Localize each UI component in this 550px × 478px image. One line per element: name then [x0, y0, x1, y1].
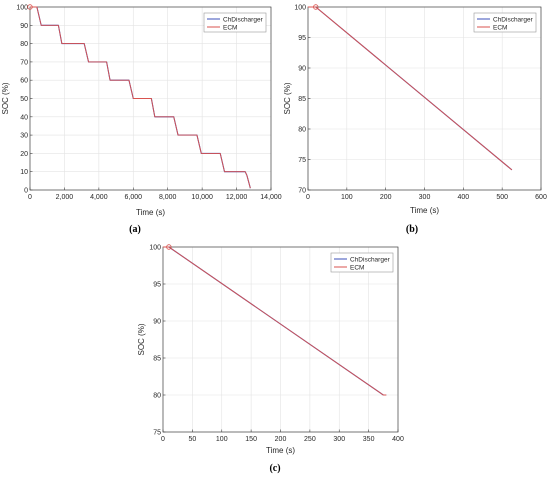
y-tick-label: 100 [16, 5, 28, 12]
start-marker [166, 244, 172, 250]
chart-panel-0: 0 2,000 4,000 6,000 8,000 10,000 12,000 14,000 0… [1, 4, 282, 235]
x-tick-label: 250 [304, 436, 316, 443]
y-tick-label: 80 [298, 127, 306, 134]
x-tick-label: 500 [496, 194, 508, 201]
x-tick-label: 600 [535, 194, 547, 201]
y-tick-label: 95 [298, 35, 306, 42]
y-tick-label: 80 [153, 393, 161, 400]
x-tick-label: 10,000 [191, 194, 213, 201]
x-axis-label: Time (s) [136, 208, 165, 217]
y-tick-label: 100 [294, 5, 306, 12]
x-tick-label: 0 [161, 436, 165, 443]
legend-entry: ChDischarger [223, 16, 264, 23]
y-tick-label: 90 [298, 66, 306, 73]
legend-entry: ChDischarger [493, 16, 534, 23]
x-tick-label: 8,000 [159, 194, 177, 201]
x-tick-label: 0 [306, 194, 310, 201]
y-tick-label: 75 [153, 430, 161, 437]
x-tick-label: 50 [188, 436, 196, 443]
series-line-ecm [308, 6, 513, 171]
x-tick-label: 400 [457, 194, 469, 201]
y-tick-label: 70 [298, 188, 306, 195]
y-tick-label: 85 [153, 356, 161, 363]
series-line-ecm [163, 246, 387, 396]
x-tick-label: 100 [216, 436, 228, 443]
y-tick-label: 50 [20, 96, 28, 103]
x-tick-label: 350 [363, 436, 375, 443]
y-tick-label: 90 [153, 319, 161, 326]
series-line-ecm [30, 6, 251, 189]
panel-label: (c) [269, 463, 280, 474]
x-tick-label: 100 [341, 194, 353, 201]
x-tick-label: 14,000 [260, 194, 282, 201]
y-tick-label: 60 [20, 78, 28, 85]
panel-label: (a) [129, 224, 141, 235]
y-tick-label: 30 [20, 133, 28, 140]
y-tick-label: 85 [298, 96, 306, 103]
y-axis-label: SOC (%) [137, 323, 146, 355]
x-axis-label: Time (s) [266, 446, 295, 455]
y-axis-label: SOC (%) [1, 82, 10, 114]
x-tick-label: 200 [275, 436, 287, 443]
y-tick-label: 80 [20, 41, 28, 48]
chart-panel-1: 0 100 200 300 400 500 600 70 75 80 85 90 95 100 Time (… [283, 4, 547, 235]
y-tick-label: 0 [24, 188, 28, 195]
start-marker [27, 4, 33, 10]
x-tick-label: 400 [392, 436, 404, 443]
y-tick-label: 100 [149, 245, 161, 252]
y-tick-label: 10 [20, 169, 28, 176]
y-tick-label: 90 [20, 23, 28, 30]
x-tick-label: 4,000 [90, 194, 108, 201]
y-tick-label: 95 [153, 282, 161, 289]
x-tick-label: 300 [419, 194, 431, 201]
y-tick-label: 20 [20, 151, 28, 158]
chart-panel-2: 0 50 100 150 200 250 300 350 400 75 80 85 90 95 100 Tim… [137, 244, 404, 474]
x-tick-label: 6,000 [125, 194, 143, 201]
legend-entry: ECM [350, 264, 364, 271]
y-axis-label: SOC (%) [283, 82, 292, 114]
x-axis-label: Time (s) [410, 206, 439, 215]
start-marker [313, 4, 319, 10]
y-tick-label: 40 [20, 114, 28, 121]
x-tick-label: 150 [245, 436, 257, 443]
y-tick-label: 75 [298, 157, 306, 164]
legend-entry: ECM [493, 24, 507, 31]
x-tick-label: 200 [380, 194, 392, 201]
legend-entry: ChDischarger [350, 256, 391, 263]
x-tick-label: 300 [333, 436, 345, 443]
x-tick-label: 12,000 [226, 194, 248, 201]
y-tick-label: 70 [20, 59, 28, 66]
panel-label: (b) [406, 224, 418, 235]
x-tick-label: 2,000 [56, 194, 74, 201]
x-tick-label: 0 [28, 194, 32, 201]
legend-entry: ECM [223, 24, 237, 31]
